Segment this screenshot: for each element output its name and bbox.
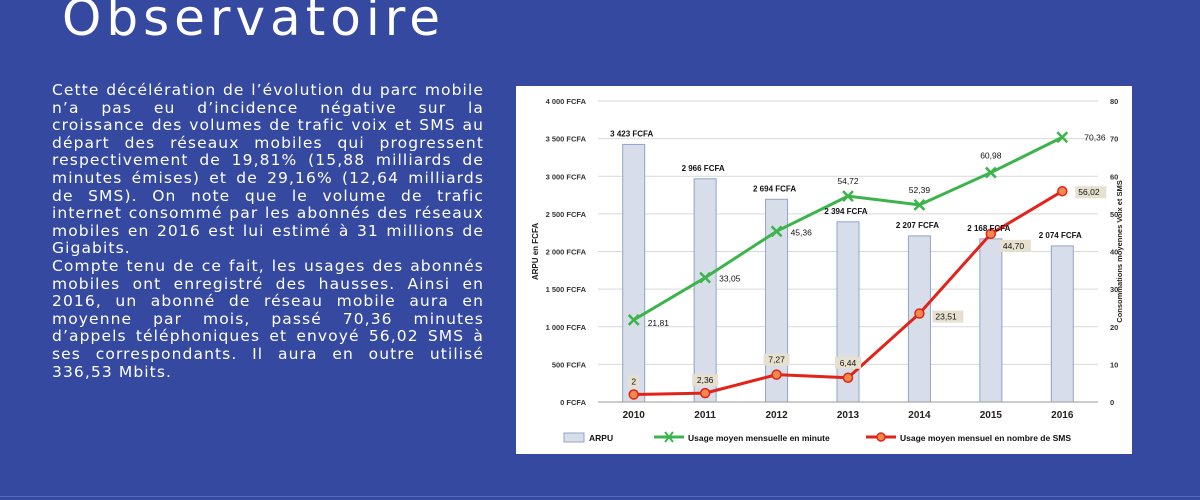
y-tick-label: 500 FCFA: [552, 360, 587, 369]
x-tick-label: 2014: [908, 410, 931, 421]
legend-sms-swatch: [866, 432, 896, 442]
y-tick-label: 3 500 FCFA: [546, 135, 587, 144]
minutes-point: [627, 314, 640, 326]
minutes-data-label: 33,05: [719, 274, 741, 284]
sms-data-label: 6,44: [840, 358, 857, 368]
legend-sms-label: Usage moyen mensuel en nombre de SMS: [900, 433, 1071, 443]
y2-tick-label: 50: [1110, 210, 1118, 219]
minutes-data-label: 52,39: [909, 185, 931, 195]
x-tick-label: 2015: [980, 410, 1003, 421]
arpu-data-label: 3 423 FCFA: [610, 129, 653, 138]
minutes-point: [984, 166, 997, 179]
legend-minutes-label: Usage moyen mensuelle en minute: [688, 433, 830, 443]
arpu-usage-chart: 0 FCFA 0 500 FCFA 10 1 000 FCFA 20 1 500 FCFA 3…: [516, 86, 1132, 454]
y2-tick-label: 70: [1110, 135, 1118, 144]
sms-point: [1057, 185, 1068, 197]
sms-point: [842, 372, 854, 384]
y2-tick-label: 60: [1110, 172, 1118, 181]
x-tick-label: 2010: [623, 410, 646, 421]
y-axis-title: ARPU en FCFA: [531, 223, 540, 281]
sms-data-label: 23,51: [935, 312, 957, 322]
minutes-point: [770, 225, 783, 238]
arpu-data-label: 2 966 FCFA: [682, 164, 725, 173]
sms-data-label: 2,36: [697, 375, 714, 385]
sms-data-label: 56,02: [1078, 187, 1100, 197]
minutes-data-label: 45,36: [791, 227, 813, 237]
sms-point: [985, 228, 997, 240]
y2-tick-label: 20: [1110, 323, 1118, 332]
arpu-data-label: 2 694 FCFA: [753, 184, 796, 193]
bottom-divider: [0, 496, 1200, 497]
arpu-bar: [693, 178, 717, 403]
y-tick-label: 2 500 FCFA: [546, 210, 587, 219]
arpu-data-label: 2 074 FCFA: [1039, 231, 1082, 240]
chart-svg: 0 FCFA 0 500 FCFA 10 1 000 FCFA 20 1 500 FCFA 3…: [531, 97, 1124, 443]
arpu-bar: [622, 143, 646, 403]
legend-arpu-label: ARPU: [589, 433, 613, 443]
paragraph: Compte tenu de ce fait, les usages des a…: [52, 256, 484, 381]
sms-point: [628, 389, 639, 400]
minutes-point: [842, 190, 854, 202]
minutes-data-label: 60,98: [980, 151, 1002, 161]
arpu-bar: [979, 238, 1003, 403]
sms-data-label: 7,27: [768, 355, 785, 365]
legend-minutes-swatch: [654, 431, 684, 443]
sms-label-box: [692, 374, 719, 387]
sms-data-label: 44,70: [1003, 241, 1025, 251]
minutes-point: [913, 198, 926, 211]
x-tick-label: 2016: [1051, 410, 1074, 421]
arpu-data-label: 2 207 FCFA: [896, 221, 939, 230]
legend-arpu-swatch: [563, 432, 585, 443]
x-tick-label: 2011: [694, 410, 716, 421]
y-tick-label: 2 000 FCFA: [546, 248, 587, 257]
page-title: Observatoire: [62, 0, 445, 47]
sms-label-box: [628, 375, 640, 388]
y2-axis-title: Consommations moyennes Voix et SMS: [1115, 180, 1124, 322]
sms-label-box: [999, 239, 1031, 252]
sms-label-box: [1075, 186, 1107, 199]
y-tick-label: 3 000 FCFA: [546, 172, 587, 181]
y2-tick-label: 30: [1110, 285, 1118, 294]
minutes-point: [1056, 131, 1069, 144]
minutes-data-label: 21,81: [648, 318, 670, 328]
sms-point: [771, 369, 782, 380]
sms-point: [699, 387, 711, 399]
y2-tick-label: 10: [1110, 360, 1118, 369]
y-tick-label: 0 FCFA: [560, 398, 586, 407]
y2-tick-label: 40: [1110, 248, 1118, 257]
sms-label-box: [835, 356, 861, 369]
minutes-data-label: 70,36: [1084, 132, 1106, 142]
y-tick-label: 1 500 FCFA: [546, 285, 587, 294]
arpu-data-label: 2 168 FCFA: [967, 224, 1010, 233]
sms-label-box: [932, 310, 964, 323]
x-tick-label: 2013: [837, 410, 860, 421]
x-tick-label: 2012: [765, 410, 788, 421]
sms-label-box: [763, 353, 790, 366]
arpu-bar: [1050, 245, 1074, 403]
y-tick-label: 1 000 FCFA: [546, 323, 587, 332]
y2-tick-label: 0: [1110, 398, 1114, 407]
minutes-point: [699, 271, 712, 284]
y-tick-label: 4 000 FCFA: [546, 97, 587, 106]
arpu-data-label: 2 394 FCFA: [824, 207, 867, 216]
y2-tick-label: 80: [1110, 97, 1118, 106]
sms-point: [914, 308, 925, 319]
paragraph: Cette décélération de l’évolution du par…: [52, 81, 484, 258]
minutes-data-label: 54,72: [837, 176, 859, 186]
sms-data-label: 2: [631, 376, 636, 386]
article-text: Cette décélération de l’évolution du par…: [52, 81, 484, 381]
